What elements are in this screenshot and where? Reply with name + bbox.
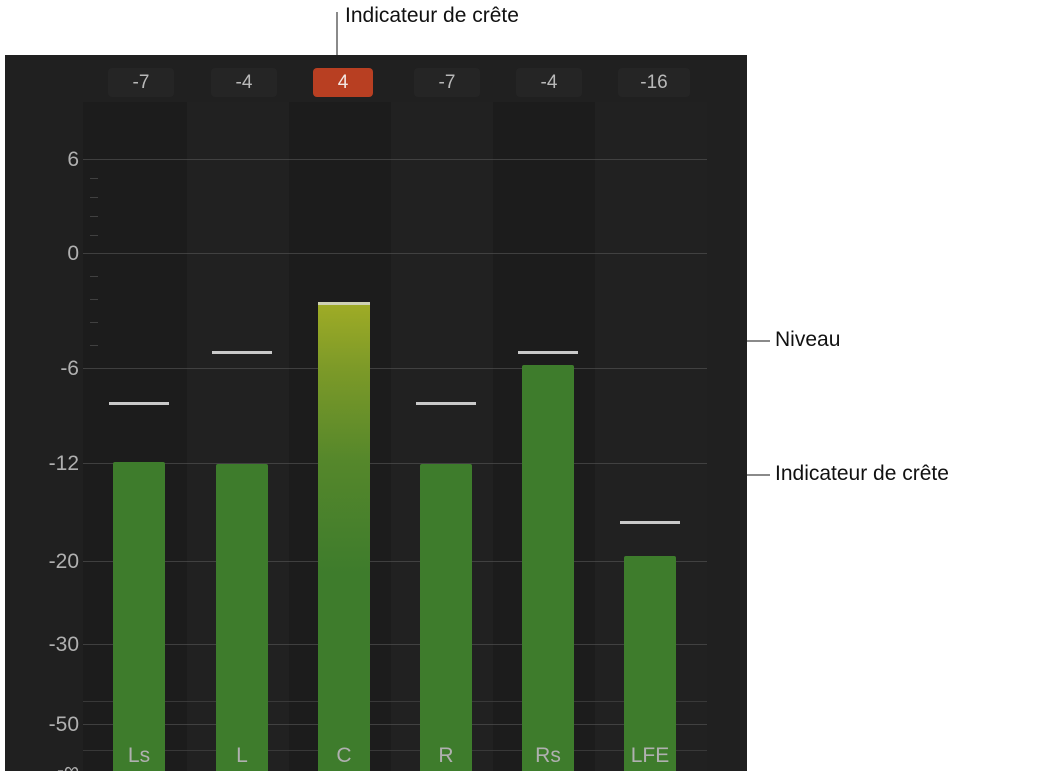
peak-marker-L: [212, 351, 272, 354]
peak-marker-Rs: [518, 351, 578, 354]
gridline-minor-6: [90, 299, 98, 300]
gridline--30: [83, 644, 707, 645]
peak-readout-R[interactable]: -7: [414, 68, 480, 97]
peak-readout-Ls[interactable]: -7: [108, 68, 174, 97]
x-axis: Ls L C R Rs LFE: [5, 725, 747, 771]
callout-label-peak-lfe: Indicateur de crête: [775, 462, 949, 485]
bar-C: [318, 302, 370, 771]
peak-readout-row: -7 -4 4 -7 -4 -16: [5, 55, 747, 102]
xtick-L: L: [236, 744, 248, 767]
y-axis: 6 0 -6 -12 -20 -30 -50 -∞: [5, 102, 79, 771]
ytick--inf: -∞: [57, 759, 79, 771]
peak-marker-LFE: [620, 521, 680, 524]
callout-label-peak-top: Indicateur de crête: [345, 4, 519, 27]
gridline-minor-8: [90, 345, 98, 346]
xtick-Ls: Ls: [127, 744, 151, 767]
xtick-C: C: [336, 744, 352, 767]
bar-L: [216, 464, 268, 771]
xtick-R: R: [438, 744, 454, 767]
gridline-6: [83, 159, 707, 160]
gridline-minor-5: [90, 276, 98, 277]
peak-readout-Rs[interactable]: -4: [516, 68, 582, 97]
gridline-minor-3: [90, 216, 98, 217]
ytick--20: -20: [48, 550, 79, 573]
bar-R: [420, 464, 472, 771]
peak-readout-LFE[interactable]: -16: [618, 68, 690, 97]
ytick-6: 6: [67, 148, 79, 171]
ytick--6: -6: [60, 357, 79, 380]
bar-Rs: [522, 365, 574, 771]
gridline-minor-7: [90, 322, 98, 323]
ytick-0: 0: [67, 242, 79, 265]
audio-level-meter-panel[interactable]: -7 -4 4 -7 -4 -16: [5, 55, 747, 771]
gridline--20: [83, 561, 707, 562]
callout-label-level: Niveau: [775, 328, 841, 351]
peak-marker-R: [416, 402, 476, 405]
gridline--40: [83, 701, 707, 702]
ytick--50: -50: [48, 713, 79, 736]
xtick-LFE: LFE: [630, 744, 670, 767]
xtick-Rs: Rs: [535, 744, 561, 767]
gridline-minor-1: [90, 178, 98, 179]
bar-LFE: [624, 556, 676, 771]
gridline-minor-4: [90, 235, 98, 236]
peak-readout-C[interactable]: 4: [313, 68, 373, 97]
peak-readout-L[interactable]: -4: [211, 68, 277, 97]
callout-leader-peak-top: [336, 12, 338, 72]
gridline--55: [83, 750, 707, 751]
gridline--50: [83, 724, 707, 725]
gridline-0: [83, 253, 707, 254]
bar-Ls: [113, 462, 165, 771]
gridline--12: [83, 463, 707, 464]
meter-plot-area: 6 0 -6 -12 -20 -30 -50 -∞ Ls L C R Rs: [5, 102, 747, 771]
gridline--6: [83, 368, 707, 369]
peak-marker-Ls: [109, 402, 169, 405]
ytick--30: -30: [48, 633, 79, 656]
gridline-minor-2: [90, 197, 98, 198]
bar-cap-C: [318, 302, 370, 305]
ytick--12: -12: [48, 452, 79, 475]
